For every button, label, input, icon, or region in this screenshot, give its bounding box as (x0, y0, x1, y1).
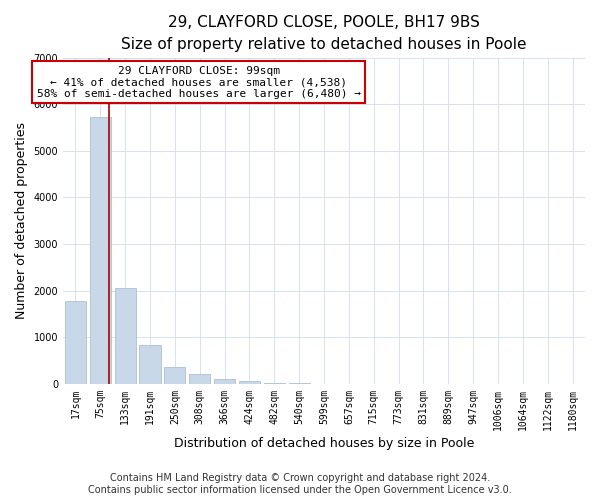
Bar (214, 380, 235, 384)
Bar (264, 382, 285, 384)
Bar (139, 346, 161, 384)
Bar (90, 117, 111, 384)
Bar (189, 374, 211, 384)
Y-axis label: Number of detached properties: Number of detached properties (15, 122, 28, 320)
Bar (115, 288, 136, 384)
Title: 29, CLAYFORD CLOSE, POOLE, BH17 9BS
Size of property relative to detached houses: 29, CLAYFORD CLOSE, POOLE, BH17 9BS Size… (121, 15, 527, 52)
Text: Contains HM Land Registry data © Crown copyright and database right 2024.
Contai: Contains HM Land Registry data © Crown c… (88, 474, 512, 495)
Text: 29 CLAYFORD CLOSE: 99sqm
← 41% of detached houses are smaller (4,538)
58% of sem: 29 CLAYFORD CLOSE: 99sqm ← 41% of detach… (37, 66, 361, 99)
Bar (65, 301, 86, 384)
Bar (239, 382, 260, 384)
X-axis label: Distribution of detached houses by size in Poole: Distribution of detached houses by size … (174, 437, 474, 450)
Bar (164, 367, 185, 384)
